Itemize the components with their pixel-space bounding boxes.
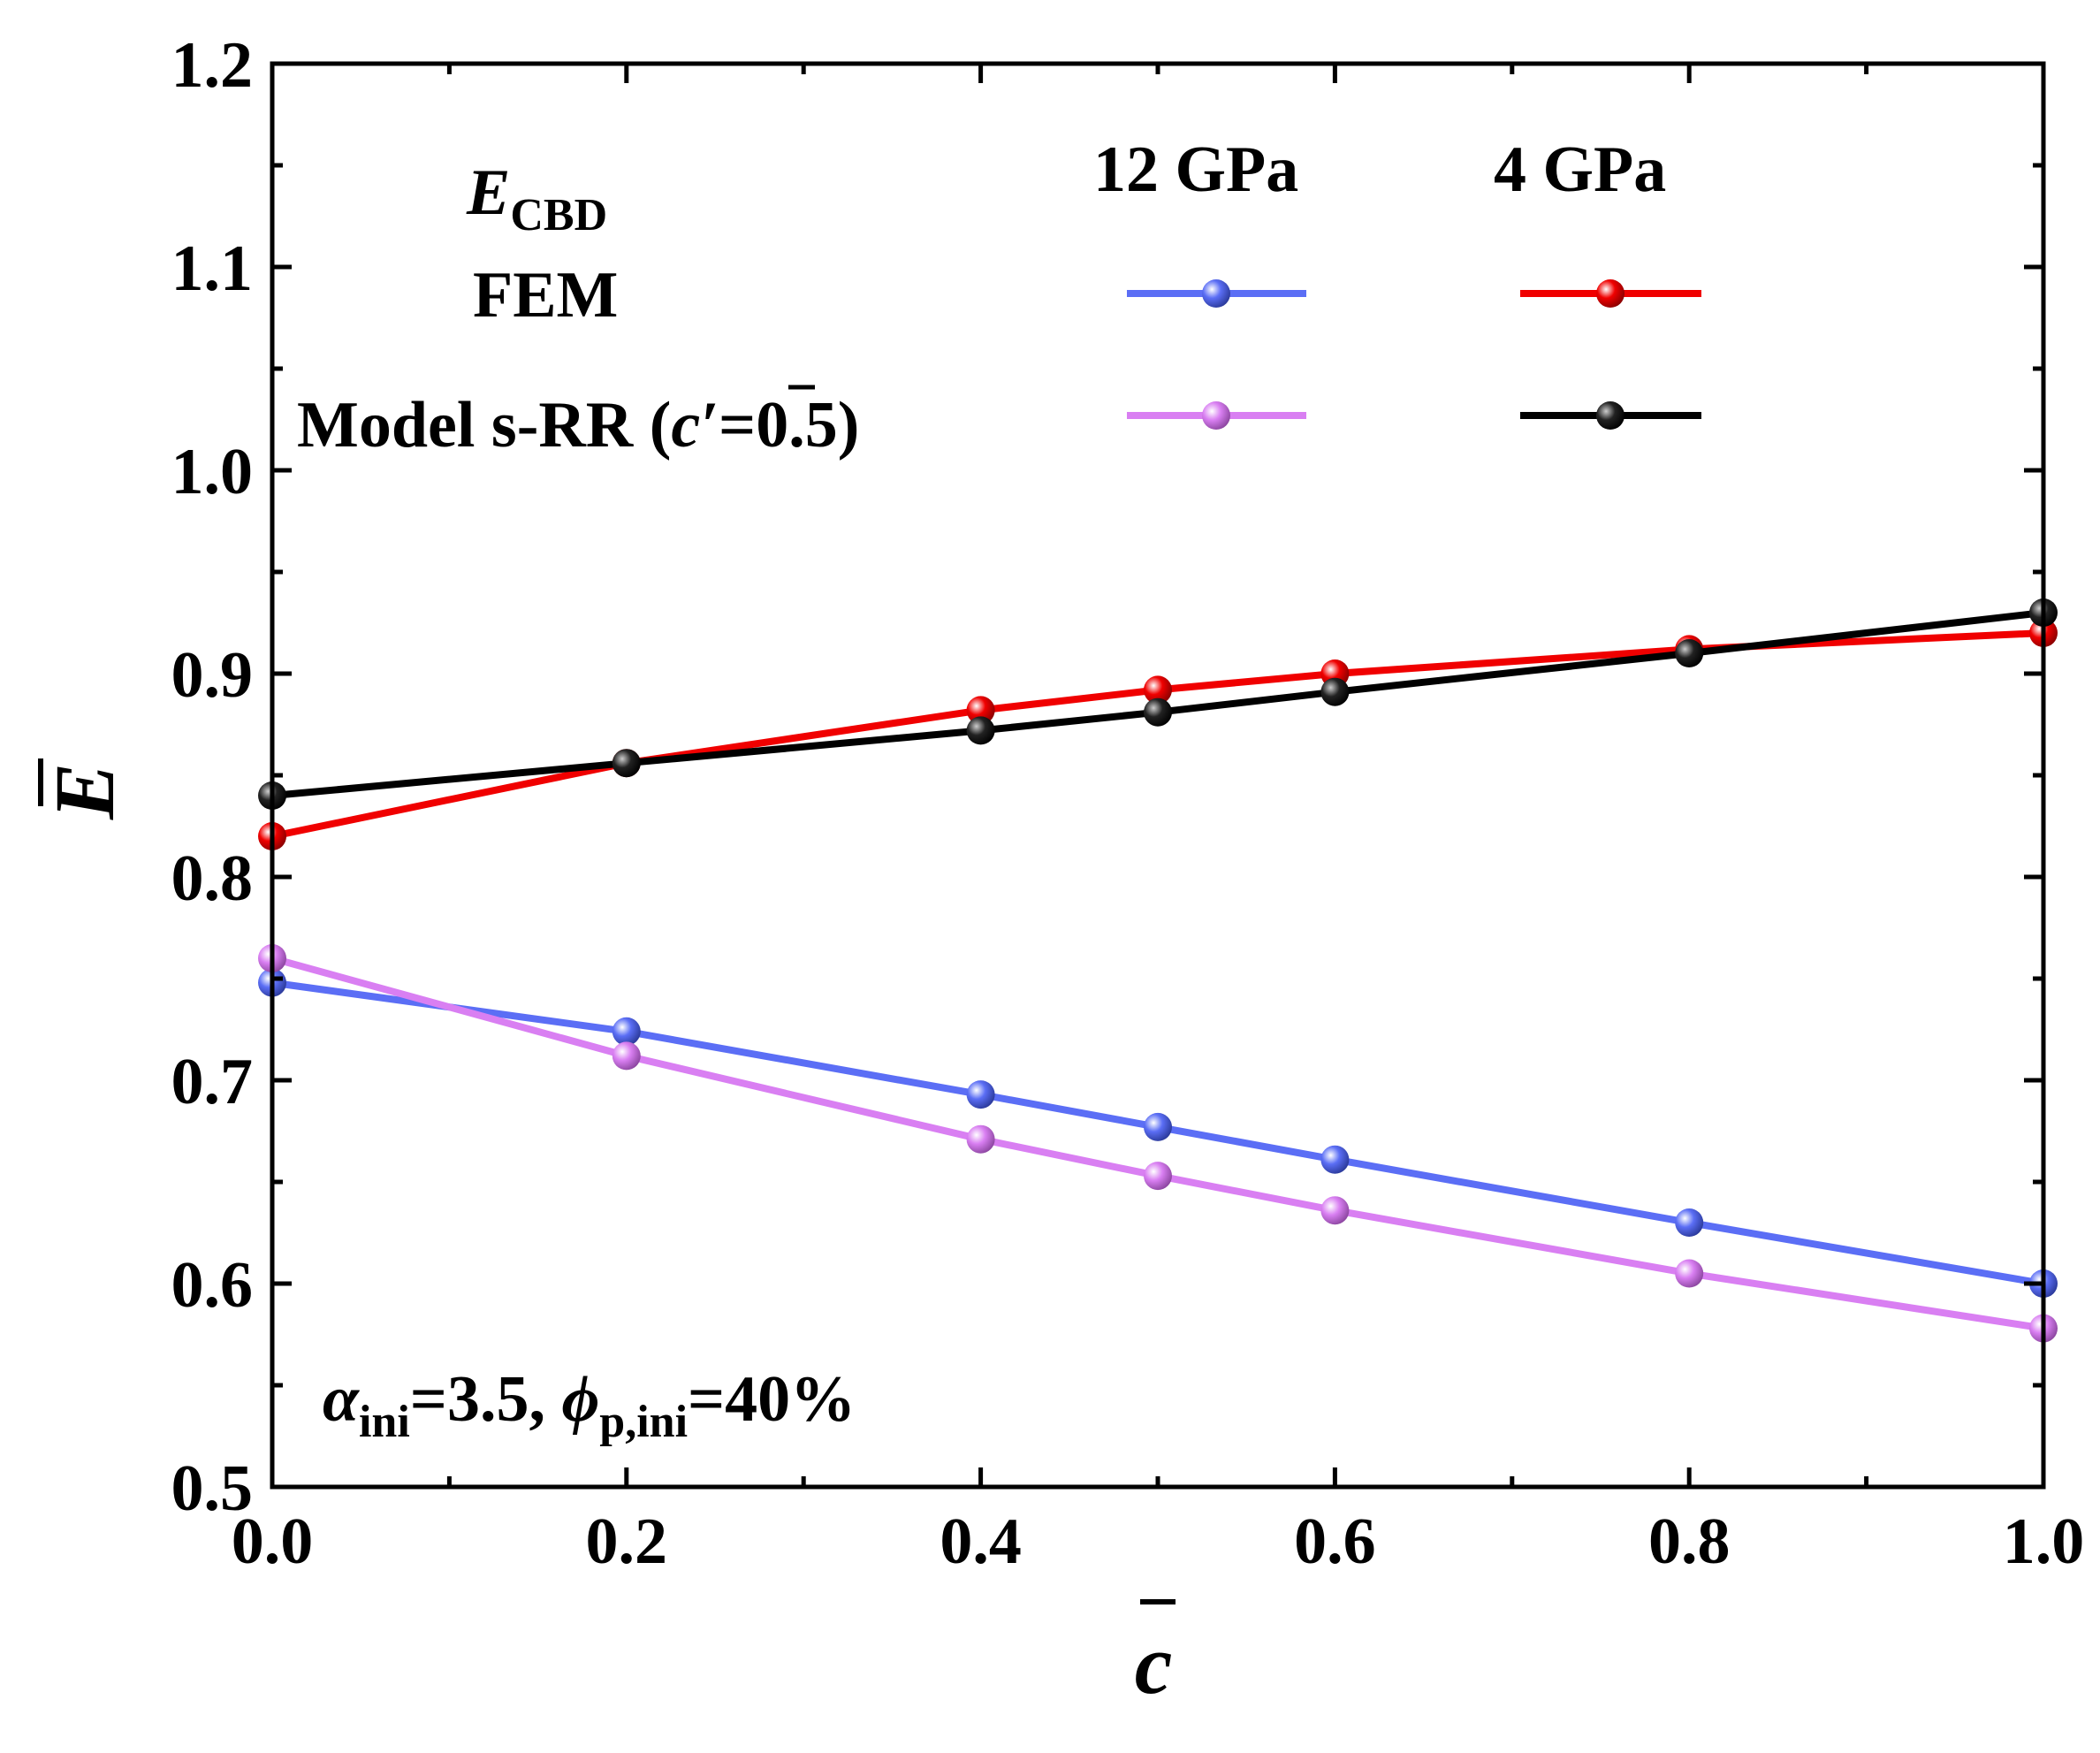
parameter-annotation: αini=3.5, ϕp,ini=40% bbox=[323, 1363, 856, 1447]
y-tick-label: 1.2 bbox=[171, 29, 254, 102]
data-point bbox=[966, 1124, 995, 1154]
data-point bbox=[966, 696, 995, 725]
annotation-phi-value: =40% bbox=[688, 1363, 856, 1436]
data-point bbox=[1144, 1112, 1172, 1141]
legend-col-4gpa: 4 GPa bbox=[1494, 133, 1666, 206]
legend-row-fem: FEM bbox=[473, 259, 618, 332]
legend-swatch-model-4-marker bbox=[1596, 401, 1624, 430]
legend: ECBD 12 GPa 4 GPa FEM Model s-RR (c′=0.5… bbox=[297, 133, 1701, 461]
y-tick-label: 0.6 bbox=[171, 1249, 254, 1322]
series-fem-4-gpa bbox=[258, 619, 2058, 850]
legend-col-12gpa: 12 GPa bbox=[1093, 133, 1298, 206]
x-tick-label: 0.2 bbox=[586, 1505, 668, 1578]
annotation-alpha: α bbox=[323, 1363, 360, 1436]
y-tick-label: 0.8 bbox=[171, 842, 254, 915]
data-point bbox=[1320, 1196, 1350, 1225]
data-point bbox=[1320, 1145, 1350, 1174]
data-point bbox=[1675, 639, 1704, 667]
legend-swatch-fem-4-marker bbox=[1596, 279, 1624, 308]
data-point bbox=[1144, 697, 1172, 727]
y-tick-label: 0.7 bbox=[171, 1046, 254, 1118]
legend-row-model: Model s-RR (c′=0.5) bbox=[297, 389, 859, 461]
x-tick-label: 0.4 bbox=[940, 1505, 1022, 1578]
y-tick-label: 1.1 bbox=[171, 232, 254, 305]
data-point bbox=[1144, 675, 1172, 705]
data-point bbox=[966, 1080, 995, 1109]
legend-header-E: E bbox=[466, 156, 510, 229]
data-point bbox=[612, 1017, 641, 1046]
annotation-alpha-value: =3.5, bbox=[410, 1363, 562, 1436]
legend-row-model-prefix: Model s-RR ( bbox=[297, 389, 671, 461]
y-axis-label: E bbox=[37, 763, 132, 820]
x-axis-title: c bbox=[1135, 1599, 1176, 1711]
data-point bbox=[966, 716, 995, 745]
legend-row-model-suffix: =0.5) bbox=[719, 389, 859, 461]
annotation-phi: ϕ bbox=[561, 1363, 599, 1436]
legend-header: ECBD bbox=[466, 156, 607, 240]
x-axis-label: c bbox=[1135, 1617, 1173, 1711]
data-point bbox=[1675, 1208, 1704, 1237]
data-point bbox=[1144, 1162, 1172, 1191]
legend-row-model-c: c′ bbox=[671, 389, 719, 461]
data-point bbox=[1675, 1259, 1704, 1288]
legend-swatch-model-12-marker bbox=[1202, 401, 1230, 430]
x-tick-label: 0.0 bbox=[232, 1505, 314, 1578]
x-tick-label: 0.6 bbox=[1294, 1505, 1376, 1578]
series-model-s-rr-12-gpa bbox=[258, 944, 2058, 1343]
series-model-s-rr-4-gpa bbox=[258, 598, 2058, 810]
y-tick-label: 0.5 bbox=[171, 1452, 254, 1525]
x-tick-label: 0.8 bbox=[1648, 1505, 1731, 1578]
series-line-model-s-rr-12-gpa bbox=[270, 955, 2044, 1332]
x-tick-label: 1.0 bbox=[2003, 1505, 2085, 1578]
series-line-fem-4-gpa bbox=[271, 629, 2044, 840]
data-point bbox=[612, 1041, 641, 1071]
legend-swatch-fem-12-marker bbox=[1202, 279, 1230, 308]
series-fem-12-gpa bbox=[258, 968, 2058, 1298]
y-tick-label: 1.0 bbox=[171, 436, 254, 508]
annotation-phi-sub: p,ini bbox=[599, 1397, 688, 1447]
y-axis-title: E bbox=[37, 758, 132, 820]
y-tick-label: 0.9 bbox=[171, 639, 254, 712]
legend-header-sub: CBD bbox=[510, 190, 607, 240]
annotation-alpha-sub: ini bbox=[359, 1397, 410, 1447]
data-point bbox=[1320, 677, 1350, 706]
data-point bbox=[612, 749, 641, 778]
